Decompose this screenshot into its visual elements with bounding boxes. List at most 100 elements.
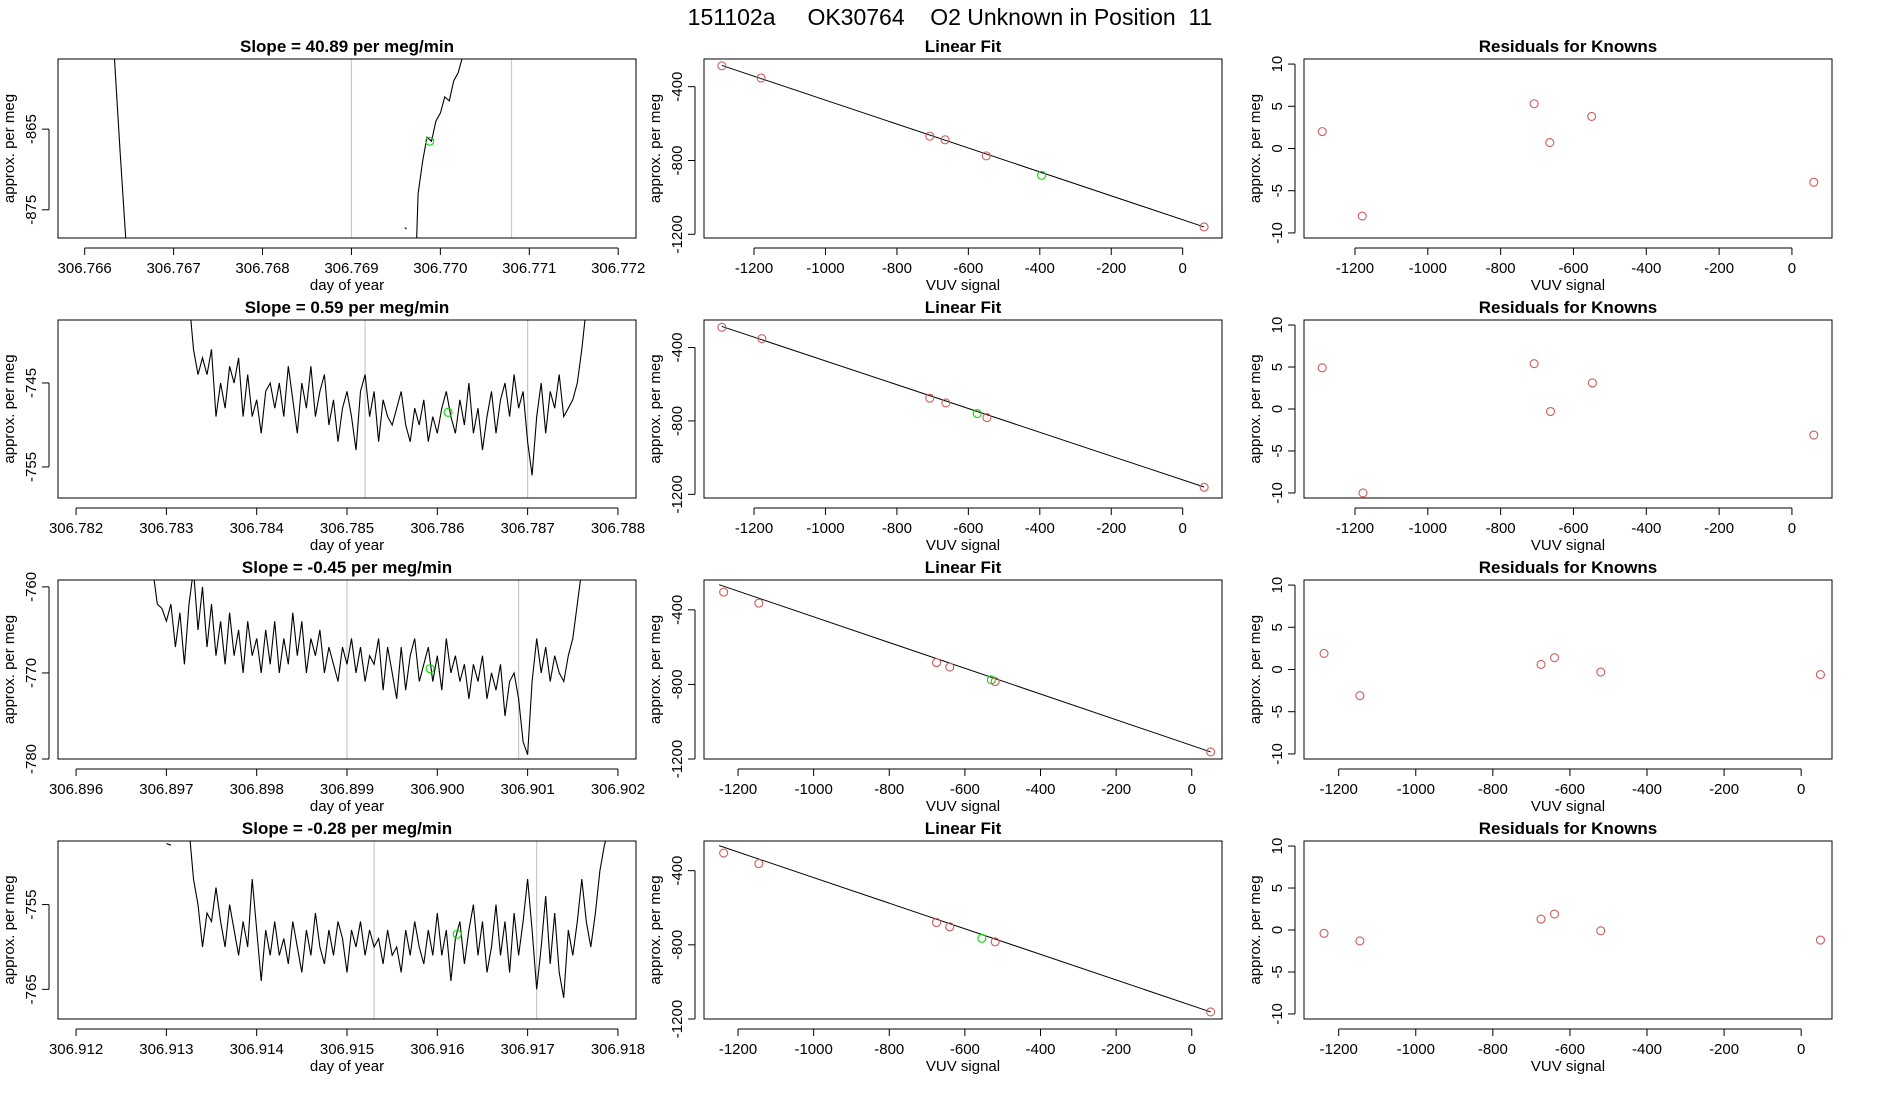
chart-5-x-tick-label-2: -1000 — [806, 260, 844, 277]
chart-8-x-tick-label-3: -800 — [874, 1041, 904, 1058]
chart-1-x-tick-label-5: 306.770 — [413, 260, 467, 277]
chart-5-known-point-4 — [940, 135, 950, 145]
chart-9-x-axis-label: VUV signal — [1531, 277, 1605, 294]
chart-9-known-point-2 — [1357, 211, 1367, 221]
chart-1-y-tick-label-2: -875 — [23, 195, 40, 225]
chart-12-x-tick-label-3: -800 — [1478, 1041, 1508, 1058]
chart-6-y-tick-label-2: -800 — [669, 406, 686, 436]
chart-6-known-point-6 — [1199, 482, 1209, 492]
chart-11-x-tick-label-5: -400 — [1632, 781, 1662, 798]
chart-12-y-tick-label-5: -10 — [1269, 1003, 1286, 1025]
chart-6-y-tick-label-1: -400 — [669, 333, 686, 363]
chart-10-known-point-3 — [1529, 359, 1539, 369]
chart-9-x-tick-label-5: -400 — [1631, 260, 1661, 277]
chart-6-data — [717, 322, 1209, 492]
chart-9-x-tick-label-4: -600 — [1558, 260, 1588, 277]
chart-8-x-tick-label-2: -1000 — [794, 1041, 832, 1058]
chart-11-x-tick-label-4: -600 — [1555, 781, 1585, 798]
chart-9-y-tick-label-5: -10 — [1269, 222, 1286, 244]
chart-10-known-point-6 — [1809, 430, 1819, 440]
chart-4-x-tick-label-2: 306.913 — [139, 1041, 193, 1058]
chart-8-x-tick-label-7: 0 — [1188, 1041, 1196, 1058]
chart-7-known-point-6 — [1206, 747, 1216, 757]
chart-8-known-point-3 — [931, 918, 942, 928]
chart-9-known-point-4 — [1545, 138, 1555, 148]
chart-4-x-tick-label-7: 306.918 — [591, 1041, 645, 1058]
chart-3-plot-frame — [57, 579, 637, 760]
chart-3-y-tick-label-3: -780 — [23, 744, 40, 774]
chart-1-trace-2 — [404, 227, 407, 230]
chart-6-known-point-1 — [717, 322, 727, 332]
chart-4-trace-1 — [166, 842, 172, 846]
chart-1-trace-1 — [113, 59, 127, 238]
chart-7-x-tick-label-2: -1000 — [794, 781, 832, 798]
chart-11-y-axis-label: approx. per meg — [1247, 615, 1264, 724]
chart-6-x-tick-label-6: -200 — [1096, 520, 1126, 537]
chart-11-y-tick-label-5: -10 — [1269, 743, 1286, 765]
chart-10-panel: Residuals for Knowns-1200 -1000 -800 -600 -4… — [1247, 298, 1833, 554]
chart-10-y-tick-label-2: 5 — [1269, 363, 1286, 371]
chart-10-x-tick-label-4: -600 — [1558, 520, 1588, 537]
chart-7-x-tick-label-6: -200 — [1101, 781, 1131, 798]
chart-7-panel: Linear Fit -1200 -1000 -800 -600 -400 -200 0 VUV… — [647, 558, 1223, 815]
chart-7-fit-line — [718, 584, 1211, 753]
chart-12-y-tick-label-3: 0 — [1269, 926, 1286, 934]
chart-4-y-tick-label-1: -755 — [23, 890, 40, 920]
chart-2-trace-1 — [190, 320, 586, 476]
chart-7-y-tick-label-1: -400 — [669, 595, 686, 625]
chart-7-plot-frame — [703, 579, 1223, 760]
chart-1-data — [113, 59, 463, 238]
chart-3-x-tick-label-5: 306.900 — [410, 781, 464, 798]
chart-10-known-point-4 — [1545, 406, 1556, 417]
chart-3-y-tick-label-1: -760 — [23, 572, 40, 602]
chart-4-x-tick-label-3: 306.914 — [230, 1041, 284, 1058]
chart-12-known-point-1 — [1319, 928, 1329, 938]
chart-8-fit-line — [718, 845, 1211, 1013]
chart-8-data — [718, 845, 1216, 1017]
chart-9-x-tick-label-6: -200 — [1704, 260, 1734, 277]
chart-2-y-axis-label: approx. per meg — [1, 354, 18, 463]
chart-12-x-tick-label-5: -400 — [1632, 1041, 1662, 1058]
chart-1-x-tick-label-4: 306.769 — [324, 260, 378, 277]
chart-4-title: Slope = -0.28 per meg/min — [242, 819, 452, 838]
chart-1-y-axis-label: approx. per meg — [1, 94, 18, 203]
chart-7-known-point-1 — [719, 587, 729, 597]
chart-10-y-tick-label-1: 10 — [1269, 317, 1286, 334]
chart-5-unknown-point — [1037, 170, 1047, 180]
chart-4-x-tick-label-5: 306.916 — [410, 1041, 464, 1058]
chart-4-x-tick-label-1: 306.912 — [49, 1041, 103, 1058]
chart-3-x-tick-label-6: 306.901 — [501, 781, 555, 798]
chart-5-known-point-1 — [717, 61, 727, 71]
chart-2-title: Slope = 0.59 per meg/min — [245, 298, 450, 317]
chart-10-y-tick-label-4: -5 — [1269, 444, 1286, 457]
chart-9-x-tick-label-2: -1000 — [1409, 260, 1447, 277]
chart-10-x-tick-label-5: -400 — [1631, 520, 1661, 537]
chart-9-y-tick-label-1: 10 — [1269, 56, 1286, 73]
chart-10-data — [1317, 359, 1819, 498]
chart-6-known-point-2 — [757, 334, 767, 344]
chart-9-known-point-5 — [1587, 111, 1597, 121]
chart-5-x-tick-label-4: -600 — [953, 260, 983, 277]
chart-4-y-tick-label-2: -765 — [23, 974, 40, 1004]
chart-9-title: Residuals for Knowns — [1479, 37, 1658, 56]
chart-9-known-point-1 — [1317, 127, 1327, 137]
chart-10-plot-frame — [1303, 319, 1833, 499]
chart-2-x-tick-label-1: 306.782 — [49, 520, 103, 537]
chart-12-title: Residuals for Knowns — [1479, 819, 1658, 838]
chart-8-x-tick-label-5: -400 — [1025, 1041, 1055, 1058]
chart-12-y-axis-label: approx. per meg — [1247, 875, 1264, 984]
chart-5-known-point-6 — [1199, 222, 1209, 232]
chart-8-known-point-5 — [990, 937, 1000, 947]
chart-11-y-tick-label-1: 10 — [1269, 577, 1286, 594]
chart-11-y-tick-label-3: 0 — [1269, 665, 1286, 673]
chart-3-x-tick-label-3: 306.898 — [230, 781, 284, 798]
chart-4-panel: Slope = -0.28 per meg/min 306.912 306.913 3… — [1, 819, 645, 1075]
chart-6-x-tick-label-3: -800 — [882, 520, 912, 537]
chart-6-known-point-3 — [925, 393, 935, 403]
chart-3-panel: Slope = -0.45 per meg/min 306.896 306.897 3… — [1, 558, 645, 815]
chart-10-y-axis-label: approx. per meg — [1247, 354, 1264, 463]
chart-9-known-point-3 — [1529, 99, 1539, 109]
chart-5-x-tick-label-6: -200 — [1096, 260, 1126, 277]
chart-10-known-point-2 — [1358, 488, 1368, 498]
chart-5-known-point-5 — [981, 151, 991, 161]
